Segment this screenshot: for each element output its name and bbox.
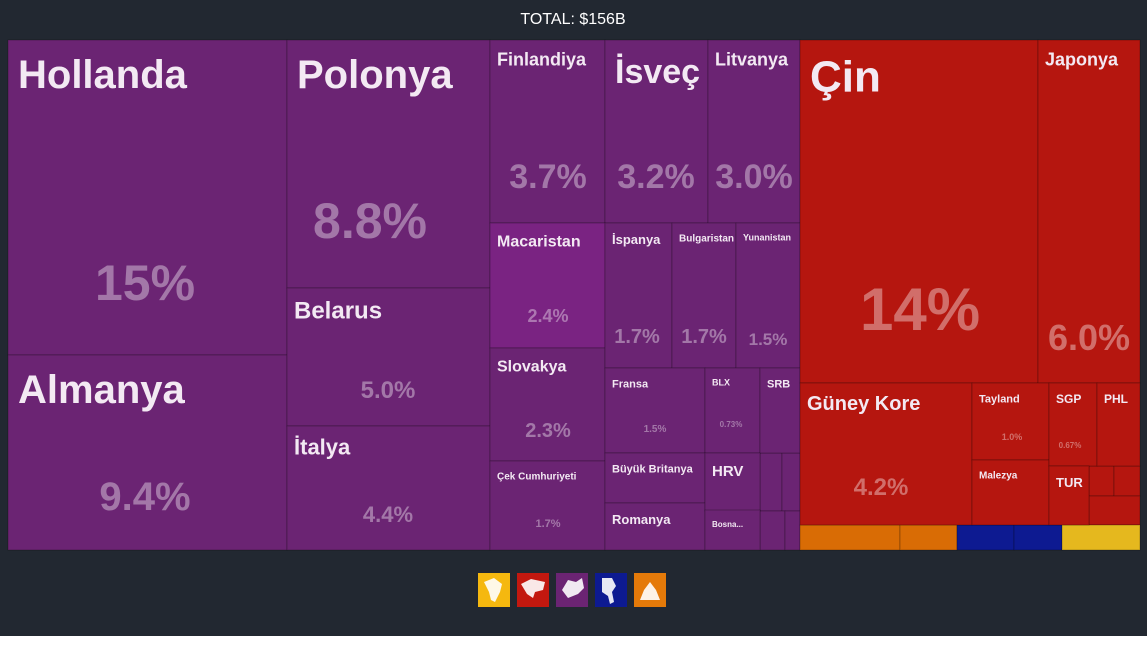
tile [704,452,761,512]
tile [971,459,1050,526]
tile [604,502,706,551]
tile-value: 0.67% [1059,441,1082,450]
tile-value: 14% [860,276,980,343]
tile-name: Çek Cumhuriyeti [497,472,577,483]
tile-name: Finlandiya [497,49,587,69]
tile [759,510,786,551]
tile [286,39,491,289]
tile-name: Romanya [612,512,671,527]
tile-name: Belarus [294,297,382,324]
minor-tiles [759,452,1141,551]
tile-name: BLX [712,378,730,388]
tile-value: 1.7% [535,518,560,530]
tile-name: Polonya [297,53,453,97]
tile-name: Bosna... [712,520,743,529]
tile-value: 3.0% [715,158,793,196]
tile-name: Macaristan [497,234,581,251]
tile-name: Japonya [1045,49,1119,69]
tile-name: İsveç [615,53,700,91]
tile [707,39,801,224]
tile-name: Güney Kore [807,393,920,415]
tile [604,39,709,224]
tile [1048,465,1090,526]
tile-name: SRB [767,378,790,390]
tile-value: 1.5% [644,424,667,435]
tile [899,524,958,551]
tile [489,39,606,224]
tile [1061,524,1141,551]
tile-value: 5.0% [361,377,416,404]
tile-value: 1.7% [614,326,660,348]
tile-name: TUR [1056,475,1083,490]
tile-name: İspanya [612,232,661,247]
filter-icons [484,578,660,604]
tile [286,425,491,551]
tile [489,460,606,551]
tile-name: Büyük Britanya [612,463,694,475]
tile [604,367,706,454]
tile [759,367,801,454]
tile-name: Hollanda [18,53,188,97]
tile-name: HRV [712,463,743,480]
tile-value: 2.3% [525,420,571,442]
tile-value: 9.4% [99,475,190,519]
tile [7,39,288,356]
tile-value: 8.8% [313,193,427,249]
tile-name: Malezya [979,471,1018,482]
tile [489,347,606,462]
tile [759,452,783,512]
tile [799,524,901,551]
tile [671,222,737,369]
tile [781,452,801,512]
tile-name: Litvanya [715,49,789,69]
tile-name: Bulgaristan [679,234,734,245]
tile-name: İtalya [294,435,351,460]
tile-value: 1.7% [681,326,727,348]
tile [7,354,288,551]
region-filters [478,573,666,607]
tile [1013,524,1063,551]
tile-name: PHL [1104,392,1128,406]
tile [784,510,801,551]
tile-value: 6.0% [1048,317,1130,358]
tile-name: SGP [1056,392,1081,406]
tile-value: 4.4% [363,502,413,527]
tile-name: Slovakya [497,359,566,376]
tile-name: Tayland [979,393,1020,405]
tile [956,524,1015,551]
tile-value: 15% [95,255,195,311]
tile [286,287,491,427]
tile-value: 3.7% [509,158,587,196]
tile [1113,465,1141,497]
tile [704,509,761,551]
tile-value: 2.4% [527,306,568,326]
tile [1037,39,1141,384]
chart-title: TOTAL: $156B [520,11,625,28]
tile [604,452,706,504]
tile-value: 3.2% [617,158,695,196]
tile [1088,465,1115,497]
tile-value: 1.5% [749,330,788,349]
tile-name: Yunanistan [743,233,791,243]
tile-name: Fransa [612,378,649,390]
tile-name: Çin [810,52,881,101]
tile [735,222,801,369]
tiles: Hollanda 15% Almanya 9.4% Polonya 8.8% Belarus… [7,39,1141,551]
tile [799,382,973,526]
tile-value: 1.0% [1002,432,1023,442]
tile-value: 4.2% [854,474,909,501]
tile [489,222,606,349]
tile-value: 0.73% [720,420,743,429]
tile [1048,382,1098,467]
tile-name: Almanya [18,368,185,412]
tile [1088,495,1141,526]
tile [1096,382,1141,467]
